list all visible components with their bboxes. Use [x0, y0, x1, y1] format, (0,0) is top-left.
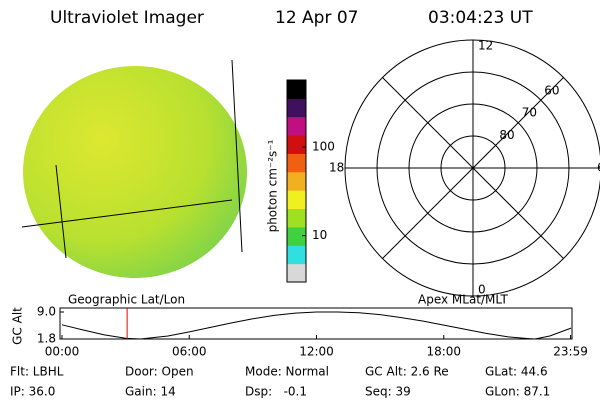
auroral-image: [23, 66, 247, 278]
colorbar-swatch: [287, 245, 306, 265]
y-tick-label: 1.8: [37, 332, 56, 346]
colorbar-swatch: [287, 208, 306, 228]
status-field: IP: 36.0: [10, 385, 55, 399]
colorbar-swatch: [287, 171, 306, 191]
image-panel: [21, 59, 247, 278]
polar-label: Apex MLat/MLT: [418, 293, 508, 307]
status-field: GLat: 44.6: [485, 365, 548, 379]
x-tick-label: 12:00: [299, 345, 334, 359]
lat-label: 80: [499, 128, 514, 142]
mlt-label: 6: [597, 161, 600, 175]
colorbar-swatch: [287, 226, 306, 246]
mlt-label: 0: [478, 283, 486, 297]
status-field: Dsp: -0.1: [245, 385, 307, 399]
colorbar-swatch: [287, 153, 306, 173]
polar-plot: 807060126018: [329, 39, 600, 297]
status-field: GC Alt: 2.6 Re: [365, 365, 449, 379]
colorbar-swatch: [287, 116, 306, 136]
colorbar-tick-label: 100: [312, 140, 335, 154]
x-tick-label: 18:00: [426, 345, 461, 359]
colorbar-swatch: [287, 80, 306, 99]
footer: Flt: LBHL Door: Open Mode: Normal GC Alt: 2…: [10, 365, 550, 399]
lat-circle: [408, 103, 538, 233]
colorbar-swatch: [287, 263, 306, 283]
title: Ultraviolet Imager: [50, 8, 204, 28]
lat-circle: [440, 135, 506, 201]
x-tick-label: 06:00: [172, 345, 207, 359]
status-field: Mode: Normal: [245, 365, 329, 379]
lat-circle: [376, 71, 570, 265]
colorbar-label: photon cm⁻²s⁻¹: [266, 139, 280, 232]
altitude-line: [61, 311, 572, 340]
x-tick-label: 00:00: [45, 345, 80, 359]
time: 03:04:23 UT: [428, 8, 533, 28]
colorbar-frame: [286, 79, 307, 283]
lat-lon-lines: [21, 59, 243, 259]
altitude-plot: 9.0 1.800:00 06:00 12:00 18:00 23:59: [37, 305, 588, 359]
mlt-label: 12: [478, 39, 493, 53]
date: 12 Apr 07: [275, 8, 358, 28]
colorbar-swatch: [287, 190, 306, 210]
y-tick-label: 9.0: [37, 305, 56, 319]
colorbar-swatch: [287, 135, 306, 154]
image-label: Geographic Lat/Lon: [68, 293, 185, 307]
status-field: Door: Open: [125, 365, 194, 379]
status-field: Flt: LBHL: [10, 365, 64, 379]
altitude-ylabel: GC Alt: [11, 307, 25, 345]
status-field: GLon: 87.1: [485, 385, 550, 399]
lat-label: 70: [522, 106, 537, 120]
colorbar-tick-label: 10: [312, 228, 327, 242]
status-field: Gain: 14: [125, 385, 176, 399]
polar-spoke: [382, 77, 564, 259]
mlt-label: 18: [329, 161, 344, 175]
colorbar: 10 100: [286, 79, 335, 283]
lat-label: 60: [544, 83, 559, 97]
status-field: Seq: 39: [365, 385, 411, 399]
colorbar-swatch: [287, 98, 306, 118]
x-tick-label: 23:59: [553, 345, 588, 359]
